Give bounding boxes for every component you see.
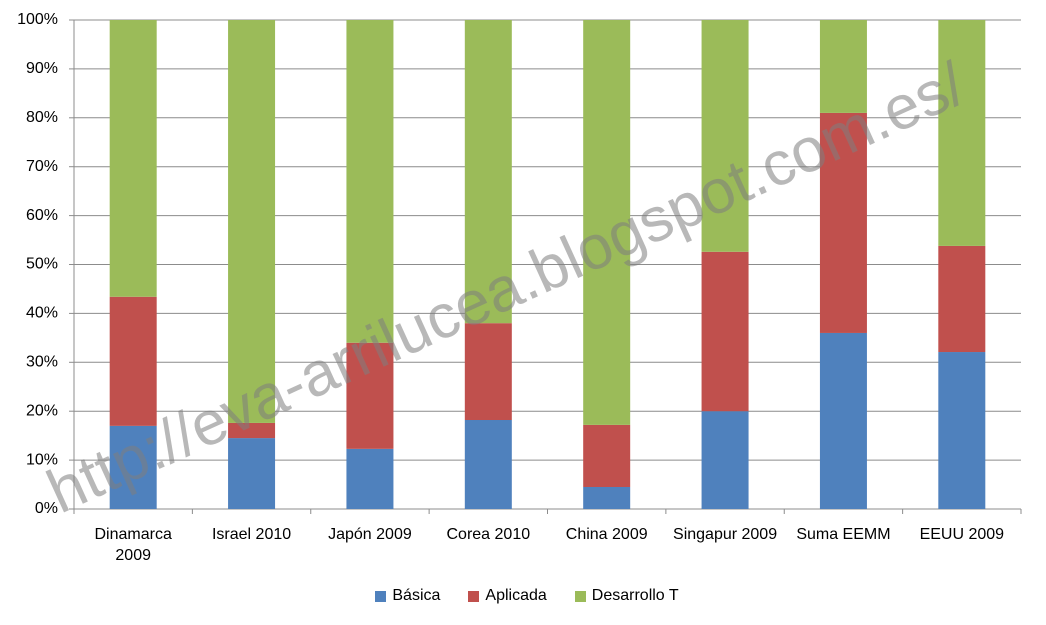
bar-segment xyxy=(228,438,276,509)
bar-segment xyxy=(109,296,157,426)
bar-segment xyxy=(228,422,276,439)
x-tick-label: Singapur 2009 xyxy=(673,526,778,543)
bar-segment xyxy=(701,411,749,509)
y-tick-label: 50% xyxy=(26,256,58,273)
bar-segment xyxy=(228,20,276,423)
bar-segment xyxy=(109,425,157,509)
y-tick-label: 90% xyxy=(26,60,58,77)
legend: Básica Aplicada Desarrollo T xyxy=(0,587,1046,605)
y-tick-label: 100% xyxy=(17,11,58,28)
bar-segment xyxy=(701,20,749,252)
bar-segment xyxy=(346,342,394,449)
bar-segment xyxy=(938,245,986,353)
y-tick-label: 60% xyxy=(26,207,58,224)
x-tick-label: EEUU 2009 xyxy=(919,526,1005,543)
x-tick-label: Israel 2010 xyxy=(211,526,292,543)
bar-segment xyxy=(464,420,512,509)
legend-label: Desarrollo T xyxy=(591,587,679,604)
legend-item: Aplicada xyxy=(468,587,547,605)
bar-segment xyxy=(819,112,867,333)
legend-swatch xyxy=(468,590,480,602)
y-tick-label: 0% xyxy=(35,500,58,517)
bar-segment xyxy=(346,20,394,343)
legend-swatch xyxy=(375,590,387,602)
legend-item: Básica xyxy=(375,587,440,605)
bar-segment xyxy=(583,424,631,487)
bar-segment xyxy=(583,486,631,509)
y-tick-label: 80% xyxy=(26,109,58,126)
y-tick-label: 70% xyxy=(26,158,58,175)
bar-segment xyxy=(346,448,394,509)
legend-label: Aplicada xyxy=(485,587,547,604)
bar-segment xyxy=(938,352,986,509)
bar-segment xyxy=(701,251,749,412)
x-tick-label: Corea 2010 xyxy=(446,526,531,543)
y-tick-label: 20% xyxy=(26,402,58,419)
x-tick-label: Dinamarca 2009 xyxy=(94,526,172,564)
bar-segment xyxy=(464,20,512,324)
bar-segment xyxy=(819,332,867,509)
y-tick-label: 30% xyxy=(26,354,58,371)
x-tick-label: Suma EEMM xyxy=(796,526,891,543)
x-tick-label: Japón 2009 xyxy=(328,526,412,543)
bar-segment xyxy=(583,20,631,425)
legend-item: Desarrollo T xyxy=(574,587,679,605)
y-tick-label: 40% xyxy=(26,305,58,322)
legend-swatch xyxy=(574,590,586,602)
bar-segment xyxy=(938,20,986,246)
bar-segment xyxy=(464,323,512,421)
legend-label: Básica xyxy=(392,587,441,604)
y-tick-label: 10% xyxy=(26,451,58,468)
bar-segment xyxy=(109,20,157,297)
bar-segment xyxy=(819,20,867,113)
x-tick-label: China 2009 xyxy=(565,526,648,543)
